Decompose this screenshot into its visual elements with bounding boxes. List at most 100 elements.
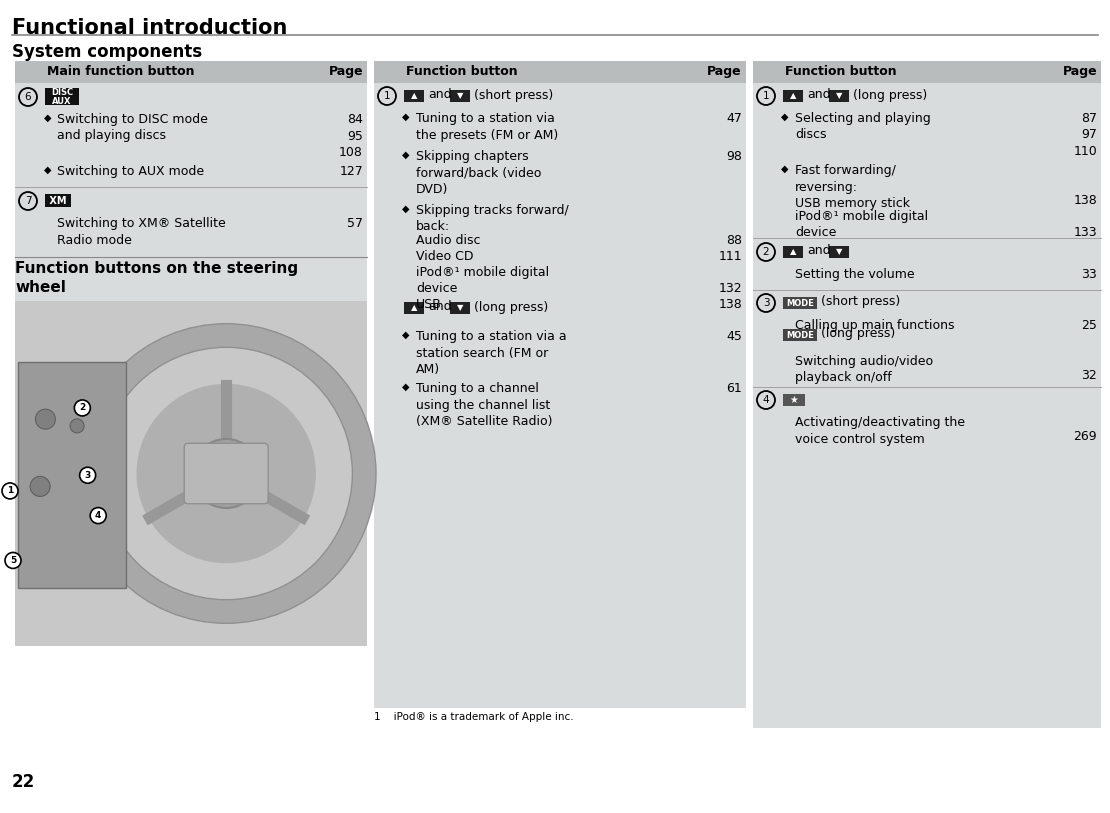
Text: Video CD: Video CD — [416, 250, 474, 263]
Text: 7: 7 — [24, 196, 31, 206]
Text: 25: 25 — [1081, 319, 1097, 332]
Text: 32: 32 — [1081, 369, 1097, 382]
Text: ▼: ▼ — [456, 303, 463, 312]
Text: 4: 4 — [95, 511, 101, 520]
Text: ▼: ▼ — [836, 247, 842, 256]
Text: Switching audio/video
playback on/off: Switching audio/video playback on/off — [795, 355, 934, 385]
FancyBboxPatch shape — [46, 89, 79, 106]
Circle shape — [2, 483, 18, 499]
Text: Page: Page — [329, 65, 363, 78]
Text: 269: 269 — [1073, 430, 1097, 443]
Text: 57: 57 — [347, 217, 363, 230]
FancyBboxPatch shape — [783, 246, 803, 258]
Text: 132: 132 — [718, 282, 741, 295]
Text: 98: 98 — [726, 150, 741, 163]
Text: ◆: ◆ — [402, 112, 410, 122]
Text: and: and — [428, 301, 452, 314]
Text: USB: USB — [416, 298, 442, 311]
Text: device: device — [416, 282, 457, 295]
Text: ◆: ◆ — [781, 164, 788, 174]
FancyBboxPatch shape — [16, 83, 367, 646]
Text: ◆: ◆ — [402, 150, 410, 160]
FancyBboxPatch shape — [374, 61, 746, 83]
Circle shape — [36, 409, 56, 429]
Text: (long press): (long press) — [474, 301, 548, 314]
Text: 2: 2 — [79, 403, 85, 412]
Text: 3: 3 — [763, 298, 769, 308]
Text: 4: 4 — [763, 395, 769, 405]
Text: 111: 111 — [718, 250, 741, 263]
Text: ◆: ◆ — [402, 330, 410, 340]
Text: Page: Page — [707, 65, 741, 78]
Text: 1: 1 — [384, 91, 391, 101]
FancyBboxPatch shape — [404, 90, 424, 102]
Text: ◆: ◆ — [781, 112, 788, 122]
Text: 138: 138 — [1073, 194, 1097, 207]
Text: (long press): (long press) — [821, 328, 896, 341]
Text: 127: 127 — [340, 165, 363, 178]
Circle shape — [90, 507, 107, 524]
Text: Tuning to a channel
using the channel list
(XM® Satellite Radio): Tuning to a channel using the channel li… — [416, 382, 553, 428]
Circle shape — [137, 384, 316, 563]
Text: 5: 5 — [10, 556, 17, 565]
Text: Page: Page — [1062, 65, 1097, 78]
FancyBboxPatch shape — [753, 61, 1101, 83]
Text: iPod®¹ mobile digital
device: iPod®¹ mobile digital device — [795, 210, 928, 240]
Text: ▲: ▲ — [789, 92, 796, 101]
Text: Calling up main functions: Calling up main functions — [795, 319, 955, 332]
Text: 45: 45 — [726, 330, 741, 343]
FancyBboxPatch shape — [18, 362, 125, 589]
Text: ◆: ◆ — [402, 382, 410, 392]
Text: 1: 1 — [7, 486, 13, 495]
Text: Skipping tracks forward/
back:: Skipping tracks forward/ back: — [416, 204, 568, 233]
Text: 3: 3 — [84, 471, 91, 480]
Text: Activating/deactivating the
voice control system: Activating/deactivating the voice contro… — [795, 416, 965, 446]
FancyBboxPatch shape — [374, 83, 746, 708]
Text: 84
95
108: 84 95 108 — [340, 113, 363, 159]
FancyBboxPatch shape — [783, 394, 805, 406]
Text: Functional introduction: Functional introduction — [12, 18, 287, 38]
Text: and: and — [428, 89, 452, 102]
FancyBboxPatch shape — [16, 217, 367, 249]
FancyBboxPatch shape — [16, 61, 367, 83]
FancyBboxPatch shape — [783, 297, 817, 309]
Text: Function button: Function button — [406, 65, 517, 78]
Text: (long press): (long press) — [852, 89, 927, 102]
Text: 138: 138 — [718, 298, 741, 311]
Text: ▼: ▼ — [456, 92, 463, 101]
Text: ▲: ▲ — [789, 247, 796, 256]
Circle shape — [81, 328, 371, 619]
Text: Fast forwarding/
reversing:
USB memory stick: Fast forwarding/ reversing: USB memory s… — [795, 164, 910, 210]
Text: Switching to AUX mode: Switching to AUX mode — [57, 165, 204, 178]
Text: Tuning to a station via a
station search (FM or
AM): Tuning to a station via a station search… — [416, 330, 566, 376]
Text: ▼: ▼ — [836, 92, 842, 101]
Text: Switching to DISC mode
and playing discs: Switching to DISC mode and playing discs — [57, 113, 208, 142]
Text: 47: 47 — [726, 112, 741, 125]
Text: Switching to XM® Satellite
Radio mode: Switching to XM® Satellite Radio mode — [57, 217, 225, 246]
Text: ▲: ▲ — [411, 92, 417, 101]
Text: 33: 33 — [1081, 268, 1097, 281]
FancyBboxPatch shape — [450, 302, 470, 314]
FancyBboxPatch shape — [450, 90, 470, 102]
Text: (short press): (short press) — [474, 89, 553, 102]
Text: ◆: ◆ — [44, 113, 51, 123]
Circle shape — [30, 476, 50, 497]
Text: XM: XM — [46, 196, 70, 206]
Text: MODE: MODE — [786, 298, 814, 307]
Text: Tuning to a station via
the presets (FM or AM): Tuning to a station via the presets (FM … — [416, 112, 558, 141]
Text: 61: 61 — [726, 382, 741, 395]
FancyBboxPatch shape — [829, 90, 849, 102]
Circle shape — [74, 400, 90, 416]
Text: (short press): (short press) — [821, 295, 900, 308]
Text: Selecting and playing
discs: Selecting and playing discs — [795, 112, 931, 141]
Text: 2: 2 — [763, 247, 769, 257]
Text: 88: 88 — [726, 234, 741, 247]
FancyBboxPatch shape — [16, 301, 367, 646]
Text: and: and — [807, 89, 830, 102]
Text: Skipping chapters
forward/back (video
DVD): Skipping chapters forward/back (video DV… — [416, 150, 542, 196]
Text: ▲: ▲ — [411, 303, 417, 312]
Text: ★: ★ — [789, 395, 798, 405]
FancyBboxPatch shape — [753, 83, 1101, 728]
Text: DISC
AUX: DISC AUX — [51, 88, 73, 107]
Text: System components: System components — [12, 43, 202, 61]
